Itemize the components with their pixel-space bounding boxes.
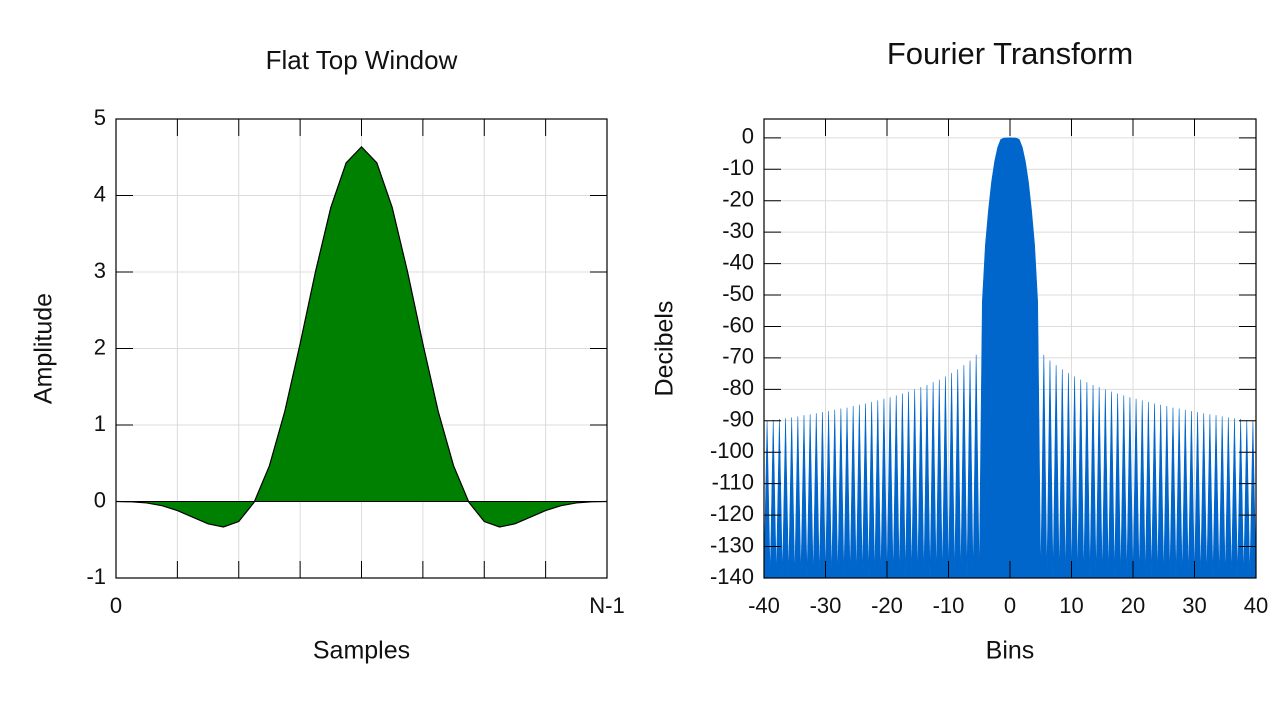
x-tick-label: N-1 (589, 593, 624, 618)
y-tick-label: -20 (722, 187, 754, 212)
y-tick-label: -70 (722, 344, 754, 369)
y-tick-label: -110 (712, 469, 754, 494)
x-tick-label: 40 (1244, 593, 1268, 618)
y-tick-label: -40 (722, 249, 754, 274)
x-axis-label: Bins (986, 637, 1035, 665)
y-tick-label: 2 (94, 334, 106, 359)
area (764, 137, 1256, 578)
x-tick-label: 0 (110, 593, 122, 618)
subplot: Fourier Transform Bins Decibels -140 -130 -12… (651, 36, 1269, 664)
x-tick-label: -40 (748, 593, 780, 618)
y-tick-label: -60 (722, 312, 754, 337)
x-tick-label: 10 (1059, 593, 1083, 618)
y-tick-label: -10 (722, 155, 754, 180)
y-tick-label: -120 (710, 501, 754, 526)
y-axis-label: Decibels (651, 301, 679, 397)
y-tick-label: -50 (722, 281, 754, 306)
y-tick-label: -130 (710, 532, 754, 557)
subplot: Flat Top WindowSamplesAmplitude-10123450… (30, 45, 625, 665)
chart-title: Flat Top Window (266, 45, 458, 75)
y-tick-label: -100 (710, 438, 754, 463)
x-tick-label: -30 (810, 593, 842, 618)
x-tick-label: 30 (1182, 593, 1206, 618)
y-tick-label: -30 (722, 218, 754, 243)
x-tick-label: -10 (933, 593, 965, 618)
y-tick-label: -90 (722, 407, 754, 432)
y-tick-label: 3 (94, 258, 106, 283)
y-tick-label: 0 (742, 124, 754, 149)
y-tick-label: -1 (86, 564, 106, 589)
y-tick-label: 5 (94, 105, 106, 130)
x-tick-label: 0 (1004, 593, 1016, 618)
x-axis-label: Samples (313, 637, 410, 665)
chart-title: Fourier Transform (887, 36, 1133, 71)
x-tick-label: -20 (871, 593, 903, 618)
line (116, 145, 607, 528)
x-tick-label: 20 (1121, 593, 1145, 618)
y-tick-label: 0 (94, 487, 106, 512)
y-tick-label: 1 (94, 411, 106, 436)
y-axis-label: Amplitude (30, 293, 58, 404)
y-tick-label: -140 (710, 564, 754, 589)
y-tick-label: -80 (722, 375, 754, 400)
y-tick-label: 4 (94, 181, 106, 206)
area (116, 146, 607, 527)
